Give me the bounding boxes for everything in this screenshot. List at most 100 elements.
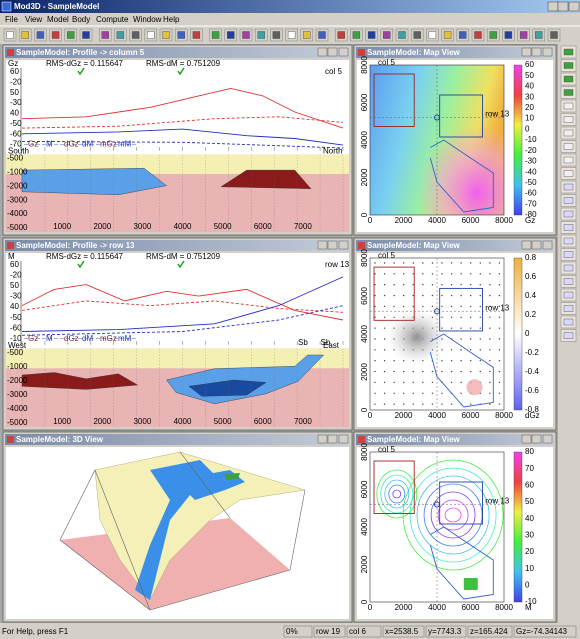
grid-dot	[441, 305, 443, 308]
grid-dot	[470, 403, 472, 405]
y-label: -20	[10, 77, 22, 86]
toolbar-icon	[21, 31, 29, 39]
window-button[interactable]	[547, 1, 559, 12]
side-icon	[563, 129, 574, 137]
check-mark	[77, 260, 85, 269]
window-button[interactable]	[327, 240, 338, 250]
profile-right: East	[323, 341, 340, 350]
window-title: SampleModel: Profile -> row 13	[16, 241, 135, 250]
grid-dot	[374, 294, 376, 297]
rms-m: RMS-dM = 0.751209	[146, 252, 221, 261]
grid-dot	[498, 294, 501, 297]
grid-dot	[422, 262, 424, 264]
colorbar-label: 0	[525, 580, 530, 589]
window-button[interactable]	[338, 240, 349, 250]
window-button[interactable]	[317, 434, 328, 444]
y-label: -70	[10, 140, 22, 149]
window-title-bar	[356, 240, 554, 251]
x-axis-label: 6000	[462, 216, 480, 225]
x-label: 7000	[294, 222, 312, 231]
menu-item[interactable]: Compute	[96, 15, 129, 24]
grid-dot	[412, 294, 414, 297]
grid-dot	[498, 370, 501, 373]
window-button[interactable]	[317, 240, 328, 250]
colorbar	[513, 451, 523, 603]
grid-dot	[450, 262, 453, 264]
grid-dot	[393, 305, 395, 308]
menu-item[interactable]: Help	[163, 15, 180, 24]
grid-dot	[498, 305, 501, 308]
profile-curve	[21, 128, 344, 146]
grid-dot	[383, 284, 386, 286]
contour	[437, 499, 469, 531]
y-label: -20	[10, 271, 22, 280]
window-button[interactable]	[338, 434, 349, 444]
menu-item[interactable]: Window	[133, 15, 162, 24]
x-label: 2000	[93, 222, 111, 231]
window-button[interactable]	[338, 47, 349, 57]
window-title-bar	[356, 434, 554, 445]
window-button[interactable]	[557, 1, 569, 12]
grid-dot	[393, 403, 395, 405]
status-panel	[513, 625, 577, 638]
window-button[interactable]	[521, 240, 532, 250]
colorbar-label: -10	[525, 135, 537, 144]
menu-item[interactable]: File	[5, 15, 18, 24]
window-button[interactable]	[568, 1, 580, 12]
side-icon	[563, 237, 574, 245]
grid-dot	[374, 316, 376, 318]
side-icon	[563, 224, 574, 231]
colorbar-label: 0	[525, 329, 530, 338]
grid-dot	[489, 338, 491, 340]
menu-item[interactable]: Body	[72, 15, 90, 24]
window-button[interactable]	[521, 47, 532, 57]
grid-dot	[441, 316, 443, 318]
grid-dot	[422, 305, 424, 308]
menu-item[interactable]: View	[25, 15, 42, 24]
window-icon	[7, 49, 14, 56]
colorbar-label: 0.2	[525, 310, 537, 319]
colorbar-label: -60	[525, 189, 537, 198]
y-axis-label: 2000	[360, 168, 369, 186]
map-panel	[357, 447, 553, 619]
grid-dot	[470, 338, 472, 340]
side-icon	[563, 102, 574, 110]
toolbar-icon	[82, 31, 90, 39]
window-button[interactable]	[542, 240, 553, 250]
y-axis-label: 0	[360, 212, 369, 217]
side-icon	[563, 183, 574, 191]
window-button[interactable]	[317, 47, 328, 57]
grid-dot	[470, 349, 472, 351]
y-label: -50	[10, 313, 22, 322]
window-button[interactable]	[542, 47, 553, 57]
window-button[interactable]	[327, 434, 338, 444]
contour	[392, 489, 402, 499]
grid-dot	[450, 294, 453, 297]
gravity-panel	[6, 60, 349, 155]
window-button[interactable]	[531, 240, 542, 250]
window-button[interactable]	[327, 47, 338, 57]
window-title: SampleModel: Profile -> column 5	[16, 48, 145, 57]
colorbar	[513, 257, 523, 411]
grid-dot	[441, 392, 443, 394]
menu-item[interactable]: Model	[47, 15, 69, 24]
grid-dot	[470, 294, 472, 297]
x-axis-label: 6000	[462, 603, 480, 612]
window-button[interactable]	[542, 434, 553, 444]
status-bar	[0, 624, 580, 639]
side-icon	[563, 75, 574, 83]
colorbar-label: 10	[525, 564, 534, 573]
model-body	[21, 372, 139, 390]
window-button[interactable]	[531, 47, 542, 57]
window-icon	[358, 436, 365, 443]
grid-dot	[450, 273, 453, 275]
status-text: 0%	[286, 627, 298, 636]
y-axis-label: 8000	[360, 249, 369, 267]
row-tag: row 13	[485, 497, 510, 506]
colorbar-label: -0.6	[525, 386, 539, 395]
window-button[interactable]	[521, 434, 532, 444]
toolbar-icon	[459, 31, 467, 39]
x-axis-label: 6000	[462, 411, 480, 420]
grid-dot	[441, 294, 443, 297]
window-button[interactable]	[531, 434, 542, 444]
